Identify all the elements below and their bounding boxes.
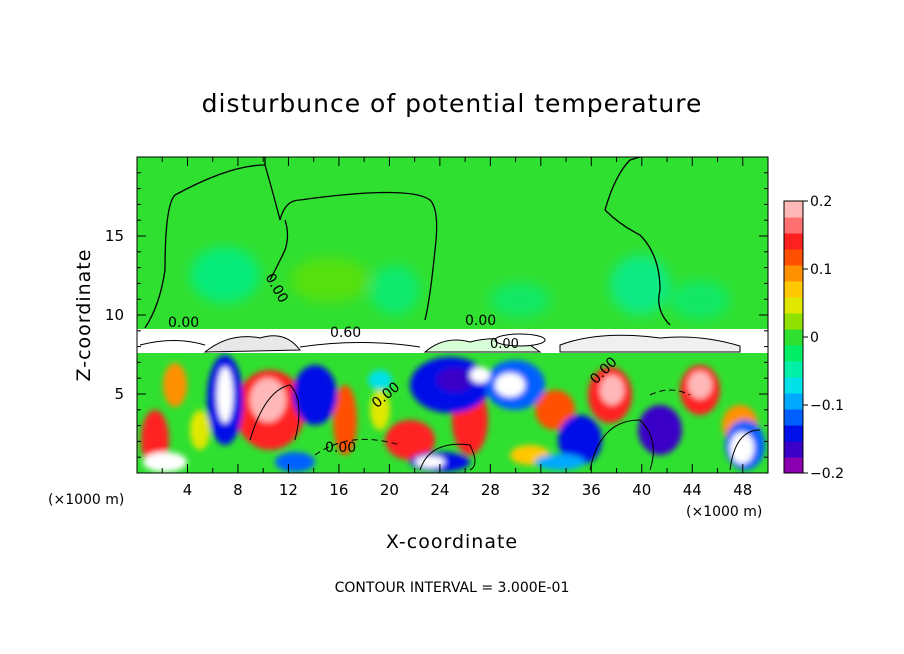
lower-layer-eddies — [141, 355, 765, 472]
colorbar-tick-label: 0.2 — [810, 194, 832, 210]
colorbar-swatch — [784, 425, 803, 442]
interface-band-patches — [139, 333, 741, 353]
contour-label: 0.00 — [490, 337, 519, 352]
colorbar-swatch — [784, 377, 803, 394]
y-tick-label: 5 — [114, 385, 124, 403]
contour-label: 0.60 — [330, 325, 361, 341]
y-tick-label: 15 — [105, 227, 124, 245]
x-tick-label: 16 — [329, 481, 348, 499]
chart-title: disturbunce of potential temperature — [202, 89, 703, 118]
z-unit-label: (×1000 m) — [48, 492, 124, 508]
colorbar-swatch — [784, 217, 803, 234]
y-axis-label: Z-coordinate — [73, 249, 95, 382]
colorbar-swatch — [784, 313, 803, 330]
plot-area — [137, 157, 768, 473]
colorbar-swatch — [784, 233, 803, 250]
colorbar-tick-label: −0.1 — [810, 398, 844, 414]
colorbar-tick-label: 0 — [810, 330, 819, 346]
x-tick-label: 44 — [683, 481, 702, 499]
colorbar-swatch — [784, 409, 803, 426]
contour-interval-note: CONTOUR INTERVAL = 3.000E-01 — [335, 580, 570, 596]
x-tick-label: 28 — [481, 481, 500, 499]
lower-contours — [249, 384, 761, 471]
x-tick-label: 48 — [733, 481, 752, 499]
contour-label: 0.00 — [325, 440, 356, 456]
contour-label: 0.00 — [465, 313, 496, 329]
x-tick-label: 4 — [183, 481, 193, 499]
x-tick-label: 36 — [582, 481, 601, 499]
colorbar-swatch — [784, 249, 803, 266]
contour-label: 0.00 — [168, 315, 199, 331]
x-axis-ticks: 4 8 12 16 20 24 28 32 36 40 44 48 — [161, 157, 752, 499]
colorbar-swatch — [784, 297, 803, 314]
colorbar-tick-label: −0.2 — [810, 466, 844, 482]
x-tick-label: 24 — [430, 481, 449, 499]
x-tick-label: 8 — [233, 481, 243, 499]
x-tick-label: 32 — [531, 481, 550, 499]
colorbar-tick-label: 0.1 — [810, 262, 832, 278]
colorbar-ticks: 0.2 0.1 0 −0.1 −0.2 — [803, 194, 844, 482]
colorbar-swatch — [784, 345, 803, 362]
colorbar-swatch — [784, 457, 803, 474]
colorbar-swatch — [784, 265, 803, 282]
colorbar — [784, 201, 803, 474]
colorbar-swatch — [784, 281, 803, 298]
x-tick-label: 40 — [632, 481, 651, 499]
colorbar-swatch — [784, 393, 803, 410]
colorbar-swatch — [784, 441, 803, 458]
x-axis-label: X-coordinate — [386, 531, 518, 553]
y-tick-label: 10 — [105, 306, 124, 324]
colorbar-swatch — [784, 201, 803, 218]
x-tick-label: 12 — [279, 481, 298, 499]
y-axis-ticks: 5 10 15 — [105, 172, 768, 458]
colorbar-swatch — [784, 329, 803, 346]
colorbar-swatch — [784, 361, 803, 378]
x-unit-label: (×1000 m) — [686, 504, 762, 520]
upper-contours — [144, 157, 671, 329]
x-tick-label: 20 — [380, 481, 399, 499]
upper-layer-variations — [190, 247, 730, 320]
